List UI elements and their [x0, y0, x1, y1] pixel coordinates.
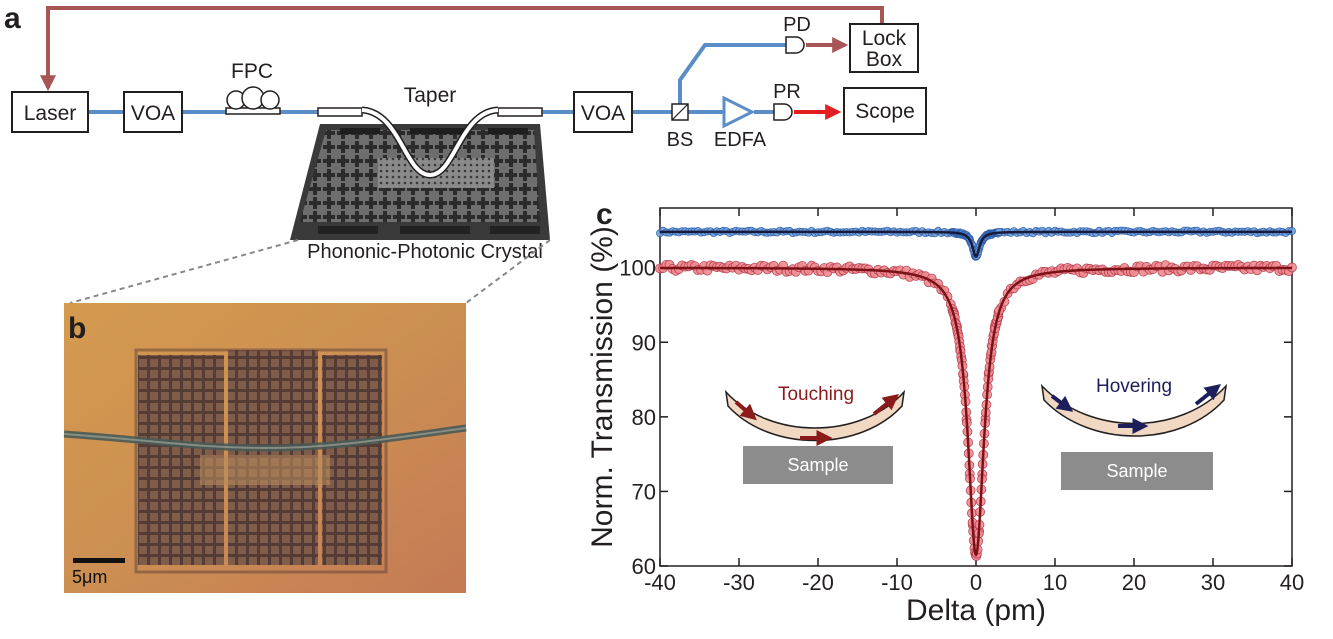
lockbox-label-line2: Box: [866, 48, 903, 71]
touching-arrow-1: [734, 400, 757, 421]
x-tick-label: -10: [881, 570, 913, 595]
panel-label-c: c: [596, 198, 613, 231]
crystal-chip: [290, 124, 550, 240]
x-tick-label: -40: [644, 570, 676, 595]
y-tick-label: 90: [632, 330, 656, 355]
fiber-bs-pd: [678, 43, 786, 104]
pr-detector-icon: [773, 103, 793, 121]
optical-micrograph: [63, 303, 467, 593]
touching-sample-box: [743, 446, 893, 484]
fpc-label: FPC: [231, 60, 273, 83]
hovering-label: Hovering: [1096, 376, 1172, 397]
laser-label: Laser: [24, 102, 77, 125]
scope-box: [843, 87, 927, 135]
voa-1-label: VOA: [131, 102, 175, 125]
laser-box: [11, 91, 89, 133]
taper-label: Taper: [404, 84, 457, 107]
y-tick-label: 60: [632, 554, 656, 579]
y-axis-label: Norm. Transmission (%): [586, 226, 619, 548]
y-tick-label: 70: [632, 479, 656, 504]
pd-detector-icon: [785, 36, 805, 54]
pr-label: PR: [773, 81, 801, 103]
taper-fiber: [317, 106, 543, 179]
scope-label: Scope: [855, 100, 915, 123]
x-tick-label: 0: [970, 570, 982, 595]
inset-touching: [724, 389, 906, 484]
x-tick-label: 30: [1201, 570, 1225, 595]
y-tick-label: 80: [632, 405, 656, 430]
touching-fiber-shape: [724, 389, 906, 442]
hovering-fit-line: [660, 230, 1292, 258]
inset-hovering: [1040, 383, 1228, 490]
beam-splitter-icon: [671, 103, 689, 121]
zoom-guide-left: [69, 239, 299, 304]
scale-bar-label: 5μm: [72, 567, 107, 587]
hovering-arrow-3: [1194, 384, 1221, 406]
touching-arrow-3: [872, 394, 899, 416]
lockbox-box: [849, 23, 919, 73]
voa-2-label: VOA: [581, 102, 625, 125]
touching-fit-line: [660, 266, 1292, 557]
crystal-label: Phononic-Photonic Crystal: [307, 241, 543, 263]
touching-sample-label: Sample: [787, 455, 848, 475]
x-tick-label: 40: [1280, 570, 1304, 595]
hovering-arrow-1: [1050, 394, 1074, 412]
voa-2-box: [573, 91, 633, 133]
fpc-icon: [225, 86, 281, 115]
voa-1-box: [123, 91, 183, 133]
scale-bar: [73, 558, 125, 563]
transmission-chart: -40 -30 -20 -10 0 10 20 30 40 60 70 80 90 100: [619, 207, 1304, 595]
hovering-sample-box: [1061, 452, 1213, 490]
x-tick-label: 10: [1043, 570, 1067, 595]
lockbox-label-line1: Lock: [862, 27, 907, 50]
panel-label-b: b: [68, 312, 86, 345]
y-tick-label: 100: [619, 256, 656, 281]
edfa-label: EDFA: [714, 129, 767, 151]
pd-label: PD: [783, 14, 811, 36]
touching-label: Touching: [778, 384, 854, 405]
hovering-sample-label: Sample: [1106, 461, 1167, 481]
x-axis-label: Delta (pm): [906, 594, 1046, 627]
x-tick-label: 20: [1122, 570, 1146, 595]
x-tick-label: -20: [802, 570, 834, 595]
panel-label-a: a: [4, 2, 21, 35]
feedback-line: [40, 6, 884, 92]
bs-label: BS: [667, 129, 694, 151]
x-tick-label: -30: [723, 570, 755, 595]
hovering-fiber-shape: [1040, 383, 1228, 437]
edfa-icon: [722, 95, 756, 129]
